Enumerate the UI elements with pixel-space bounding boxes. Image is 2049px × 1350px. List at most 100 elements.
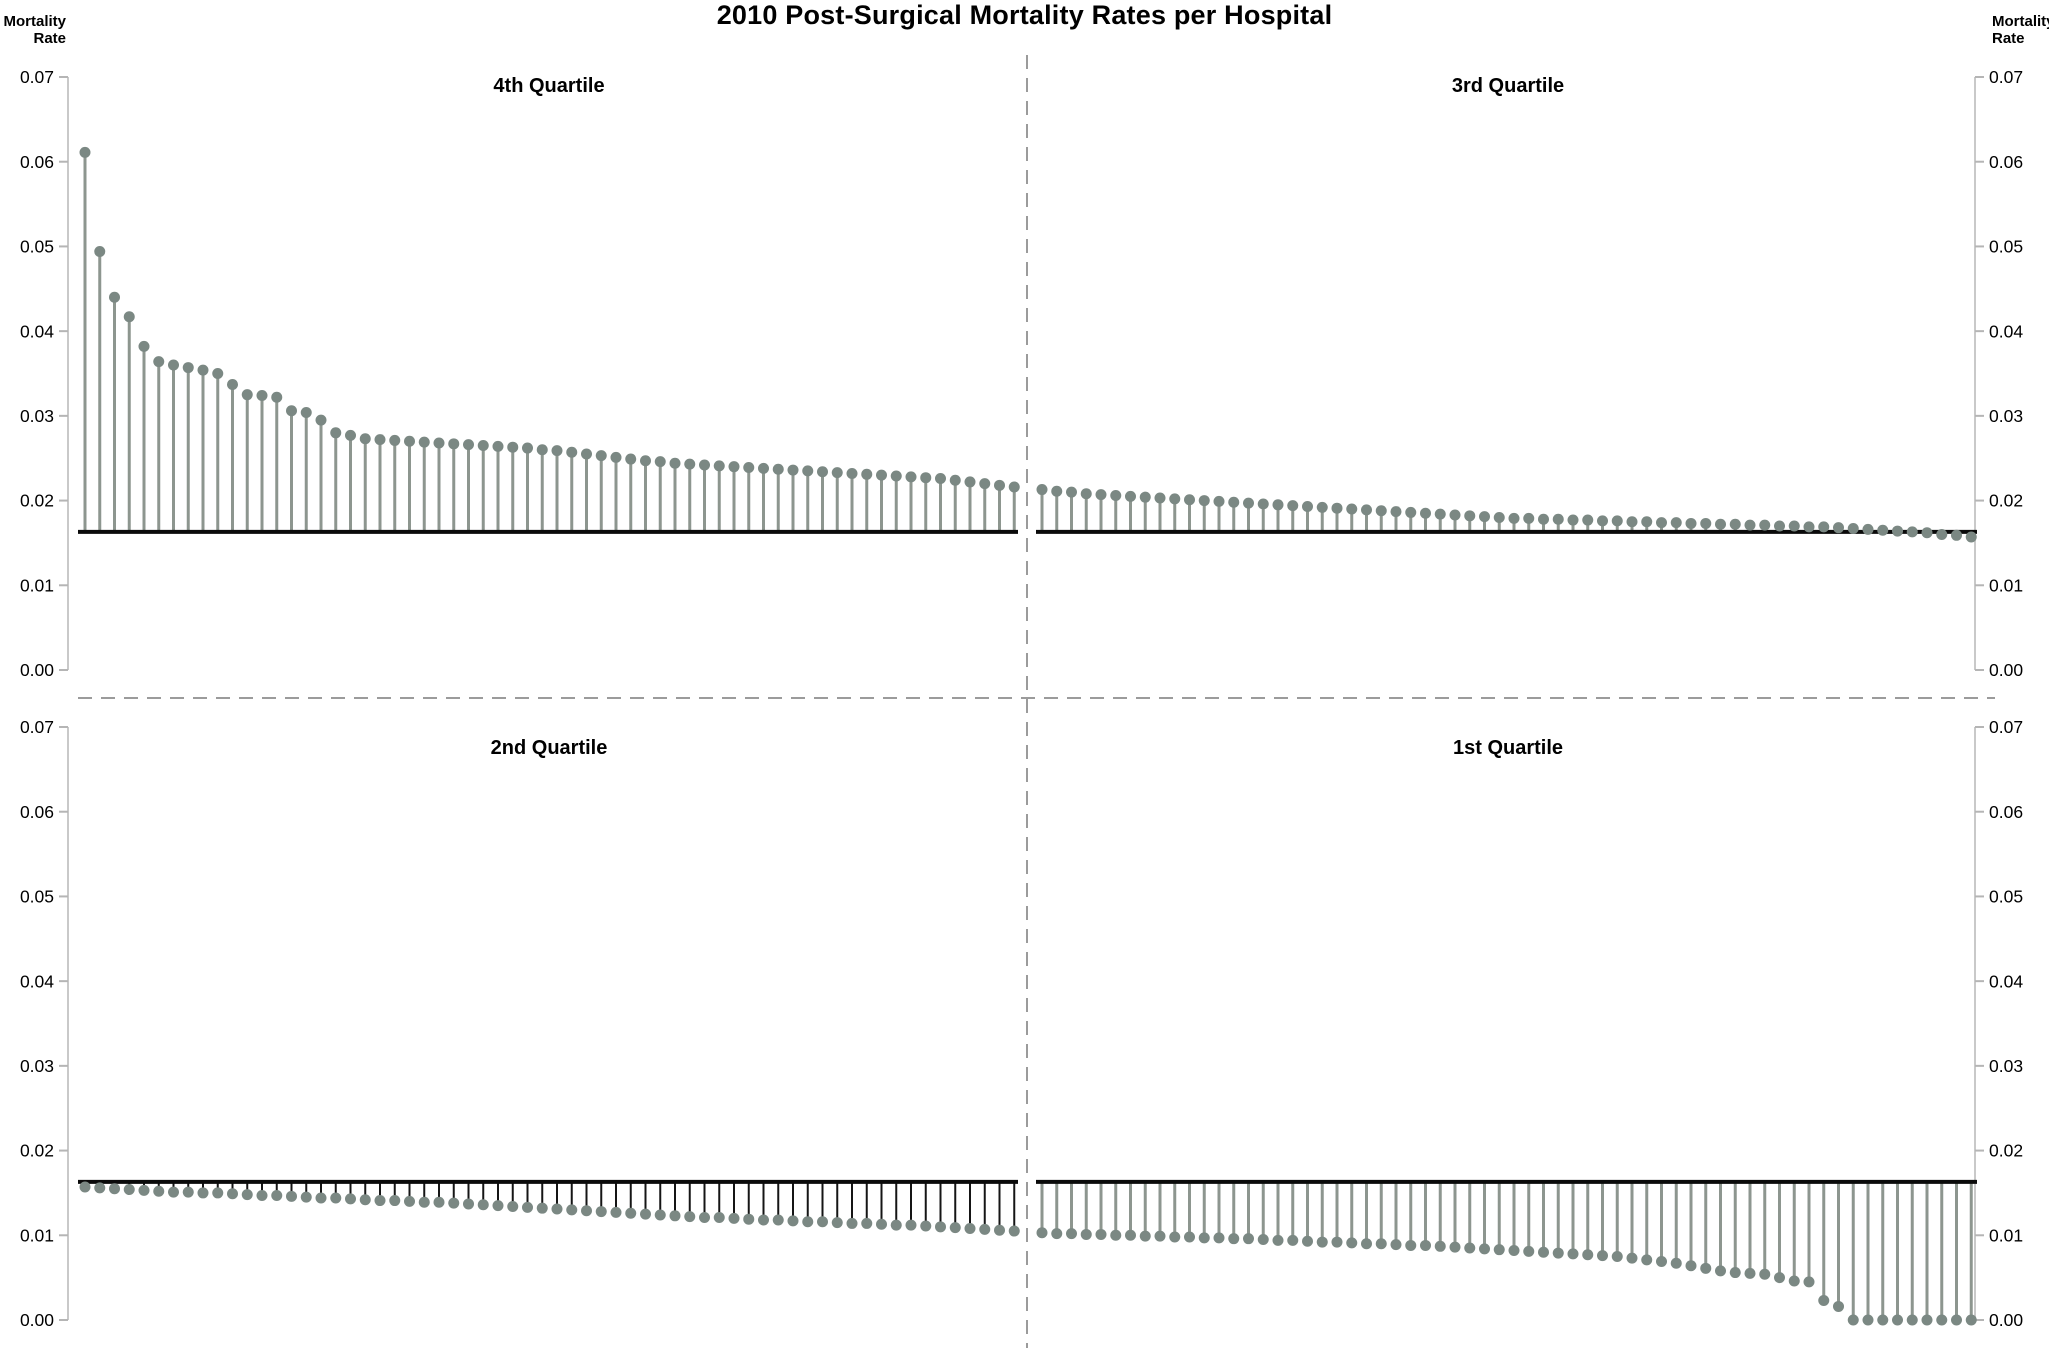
lollipop-dot-2nd-quartile [256, 1189, 268, 1201]
lollipop-dot-4th-quartile [713, 460, 725, 472]
lollipop-dot-2nd-quartile [979, 1223, 991, 1235]
lollipop-dot-2nd-quartile [418, 1196, 430, 1208]
lollipop-dot-3rd-quartile [1744, 519, 1756, 531]
lollipop-dot-3rd-quartile [1818, 521, 1830, 533]
lollipop-dot-1st-quartile [1110, 1229, 1122, 1241]
lollipop-dot-1st-quartile [1479, 1243, 1490, 1255]
tick-label: 0.07 [20, 67, 54, 87]
lollipop-dot-1st-quartile [1936, 1314, 1948, 1326]
lollipop-dot-4th-quartile [890, 470, 902, 482]
lollipop-dot-1st-quartile [1302, 1235, 1313, 1247]
lollipop-dot-3rd-quartile [1154, 492, 1166, 504]
lollipop-dot-1st-quartile [1449, 1241, 1461, 1253]
lollipop-dot-2nd-quartile [448, 1197, 460, 1209]
lollipop-dot-3rd-quartile [1538, 513, 1549, 525]
lollipop-dot-1st-quartile [1582, 1249, 1594, 1261]
lollipop-dot-4th-quartile [359, 433, 371, 445]
lollipop-dot-4th-quartile [876, 469, 887, 481]
lollipop-dot-1st-quartile [1626, 1252, 1638, 1264]
lollipop-dot-1st-quartile [1095, 1228, 1107, 1240]
lollipop-dot-4th-quartile [935, 473, 946, 485]
tick-label: 0.05 [20, 237, 54, 257]
lollipop-dot-3rd-quartile [1331, 502, 1343, 514]
lollipop-dot-2nd-quartile [610, 1206, 622, 1218]
lollipop-dot-1st-quartile [1552, 1247, 1564, 1259]
lollipop-dot-3rd-quartile [1523, 512, 1535, 524]
lollipop-dot-1st-quartile [1508, 1245, 1520, 1257]
lollipop-dot-3rd-quartile [1508, 512, 1520, 524]
lollipop-dot-1st-quartile [1154, 1230, 1166, 1242]
lollipop-dot-3rd-quartile [1464, 510, 1476, 522]
lollipop-dot-1st-quartile [1611, 1250, 1623, 1262]
lollipop-dot-3rd-quartile [1715, 518, 1726, 530]
lollipop-dot-4th-quartile [536, 444, 548, 456]
lollipop-dot-3rd-quartile [1729, 518, 1741, 530]
lollipop-dot-2nd-quartile [182, 1186, 194, 1198]
lollipop-dot-4th-quartile [566, 446, 578, 458]
lollipop-dot-2nd-quartile [758, 1214, 769, 1226]
lollipop-dot-3rd-quartile [1906, 526, 1918, 538]
lollipop-dot-3rd-quartile [1272, 499, 1284, 511]
lollipop-dot-1st-quartile [1877, 1314, 1889, 1326]
lollipop-dot-2nd-quartile [772, 1214, 784, 1226]
lollipop-dot-3rd-quartile [1892, 525, 1903, 537]
lollipop-dot-1st-quartile [1169, 1231, 1181, 1243]
lollipop-dot-3rd-quartile [1302, 501, 1313, 513]
lollipop-dot-1st-quartile [1375, 1238, 1387, 1250]
tick-label: 0.00 [1989, 660, 2023, 680]
tick-label: 0.00 [20, 660, 54, 680]
lollipop-dot-2nd-quartile [551, 1203, 563, 1215]
lollipop-dot-4th-quartile [831, 467, 843, 479]
lollipop-dot-4th-quartile [964, 476, 976, 488]
lollipop-dot-2nd-quartile [831, 1217, 843, 1229]
lollipop-dot-4th-quartile [699, 459, 710, 471]
lollipop-dot-3rd-quartile [1656, 517, 1667, 529]
lollipop-dot-3rd-quartile [1316, 501, 1328, 513]
lollipop-dot-1st-quartile [1346, 1237, 1358, 1249]
lollipop-dot-3rd-quartile [1479, 511, 1490, 523]
lollipop-dot-3rd-quartile [1965, 531, 1977, 543]
lollipop-dot-3rd-quartile [1434, 508, 1446, 520]
lollipop-dot-2nd-quartile [315, 1192, 327, 1204]
lollipop-dot-1st-quartile [1139, 1230, 1151, 1242]
lollipop-dot-4th-quartile [949, 474, 961, 486]
tick-label: 0.02 [20, 1141, 54, 1161]
tick-label: 0.01 [1989, 1225, 2023, 1245]
lollipop-dot-4th-quartile [212, 368, 224, 379]
lollipop-dot-4th-quartile [684, 458, 696, 470]
lollipop-dot-4th-quartile [271, 391, 283, 403]
lollipop-dot-1st-quartile [1700, 1262, 1712, 1274]
lollipop-dot-2nd-quartile [949, 1222, 961, 1234]
lollipop-dot-3rd-quartile [1597, 515, 1608, 527]
lollipop-dot-4th-quartile [79, 146, 91, 158]
lollipop-dot-4th-quartile [94, 246, 106, 258]
lollipop-dot-3rd-quartile [1759, 519, 1771, 531]
lollipop-dot-3rd-quartile [1375, 505, 1387, 517]
lollipop-dot-3rd-quartile [1184, 494, 1195, 506]
lollipop-dot-1st-quartile [1243, 1233, 1254, 1245]
lollipop-dot-4th-quartile [551, 445, 563, 457]
lollipop-dot-4th-quartile [595, 450, 607, 462]
lollipop-dot-1st-quartile [1759, 1268, 1771, 1280]
lollipop-dot-3rd-quartile [1110, 489, 1122, 501]
lollipop-dot-3rd-quartile [1228, 496, 1240, 508]
lollipop-dot-1st-quartile [1523, 1245, 1535, 1257]
panel-title-4th-quartile: 4th Quartile [493, 75, 605, 97]
lollipop-dot-4th-quartile [182, 362, 194, 374]
lollipop-dot-1st-quartile [1036, 1227, 1048, 1239]
lollipop-dot-3rd-quartile [1670, 517, 1682, 529]
lollipop-dot-1st-quartile [1892, 1314, 1903, 1326]
lollipop-dot-2nd-quartile [640, 1208, 651, 1220]
lollipop-dot-3rd-quartile [1862, 523, 1874, 535]
lollipop-dot-4th-quartile [817, 466, 828, 478]
lollipop-dot-2nd-quartile [581, 1205, 592, 1217]
lollipop-dot-3rd-quartile [1361, 504, 1372, 516]
lollipop-dot-3rd-quartile [1066, 486, 1077, 498]
lollipop-dot-2nd-quartile [522, 1201, 533, 1213]
tick-label: 0.03 [1989, 406, 2023, 426]
lollipop-dot-2nd-quartile [197, 1187, 209, 1199]
tick-label: 0.04 [20, 971, 54, 991]
lollipop-dot-4th-quartile [433, 437, 445, 449]
lollipop-dot-3rd-quartile [1803, 521, 1815, 533]
lollipop-dot-2nd-quartile [79, 1181, 91, 1193]
